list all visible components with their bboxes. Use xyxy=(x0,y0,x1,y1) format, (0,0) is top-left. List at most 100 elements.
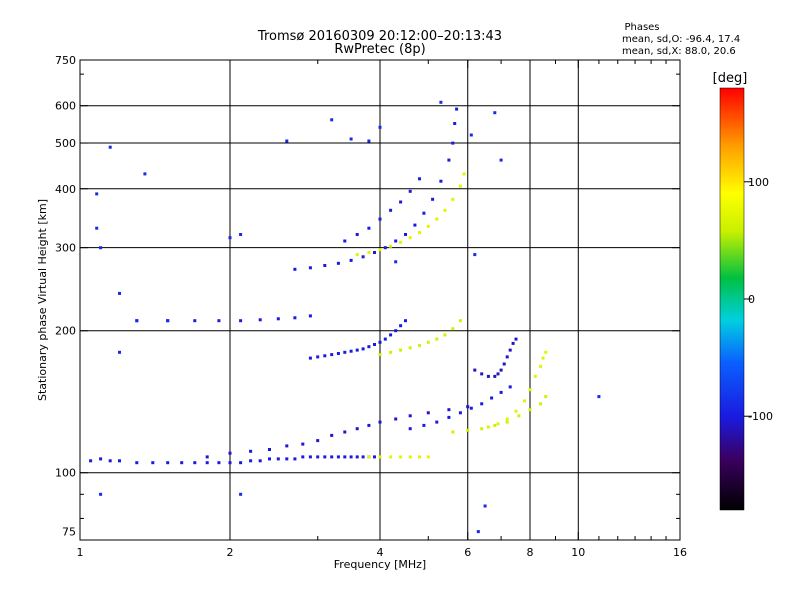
echo-point xyxy=(458,319,462,323)
echo-point xyxy=(349,258,353,262)
echo-point xyxy=(480,402,484,406)
phase-info-o-mode: mean, sd,O: -96.4, 17.4 xyxy=(622,34,740,45)
echo-point xyxy=(394,417,398,421)
y-tick-label: 600 xyxy=(55,100,76,113)
echo-point xyxy=(435,420,439,424)
echo-point xyxy=(355,233,359,236)
chart-title: Tromsø 20160309 20:12:00–20:13:43 xyxy=(257,29,502,44)
echo-point xyxy=(389,208,393,212)
echo-point xyxy=(539,402,543,406)
x-tick-label: 16 xyxy=(673,546,687,559)
echo-point xyxy=(523,399,526,403)
echo-point xyxy=(389,350,393,354)
echo-point xyxy=(378,217,382,221)
y-tick-label: 75 xyxy=(62,526,76,539)
echo-point xyxy=(343,239,347,243)
echo-point xyxy=(541,356,545,360)
echo-point xyxy=(228,451,232,455)
echo-point xyxy=(490,396,494,400)
echo-point xyxy=(367,226,371,230)
echo-point xyxy=(476,530,480,534)
echo-point xyxy=(330,353,334,357)
echo-point xyxy=(493,374,497,378)
echo-point xyxy=(316,355,320,359)
echo-point xyxy=(447,158,451,162)
echo-point xyxy=(514,337,518,341)
echo-point xyxy=(422,211,426,215)
colorbar-ticks: 100 0 -100 xyxy=(744,176,773,423)
echo-point xyxy=(373,343,376,346)
echo-point xyxy=(404,233,407,236)
echo-point xyxy=(462,172,466,176)
echo-point xyxy=(355,348,359,352)
colorbar-tick-label: -100 xyxy=(748,410,773,423)
echo-point xyxy=(205,461,209,465)
echo-point xyxy=(151,461,155,465)
echo-point xyxy=(205,455,209,459)
echo-point xyxy=(378,125,382,129)
x-axis-ticks: 1 2 4 6 8 10 16 xyxy=(77,60,687,559)
echo-point xyxy=(418,455,421,459)
echo-point xyxy=(473,253,477,257)
echo-point xyxy=(301,442,305,446)
echo-point xyxy=(330,455,334,459)
echo-point xyxy=(443,208,447,212)
echo-point xyxy=(426,224,430,228)
echo-point xyxy=(499,368,503,372)
echo-point xyxy=(466,405,470,409)
echo-point xyxy=(378,420,382,424)
y-axis-label: Stationary phase Virtual Height [km] xyxy=(36,199,49,401)
colorbar-tick-label: 100 xyxy=(748,176,769,189)
echo-point xyxy=(118,291,121,295)
echo-point xyxy=(316,439,320,443)
echo-point xyxy=(469,133,473,137)
echo-point xyxy=(447,408,451,412)
echo-point xyxy=(480,372,484,376)
echo-point xyxy=(399,240,403,244)
echo-point xyxy=(268,448,271,451)
y-tick-label: 100 xyxy=(55,467,76,480)
echo-point xyxy=(336,455,340,459)
y-tick-label: 500 xyxy=(55,137,76,150)
echo-point xyxy=(383,337,387,341)
echo-point xyxy=(349,137,353,141)
echo-point xyxy=(499,390,503,394)
echo-point xyxy=(496,422,500,426)
echo-point xyxy=(528,408,532,412)
x-axis-label: Frequency [MHz] xyxy=(334,558,426,571)
phase-info-heading: Phases xyxy=(624,22,659,33)
echo-point xyxy=(268,457,271,461)
echo-point xyxy=(367,139,371,143)
echo-point xyxy=(544,395,548,399)
echo-point xyxy=(95,226,99,230)
echo-point xyxy=(508,385,512,389)
echo-point xyxy=(276,317,280,321)
echo-point xyxy=(239,492,243,496)
echo-point xyxy=(249,459,253,463)
echo-point xyxy=(361,255,365,259)
echo-point xyxy=(323,354,327,358)
echo-point xyxy=(118,350,121,354)
echo-point xyxy=(193,461,197,465)
phase-info-x-mode: mean, sd,X: 88.0, 20.6 xyxy=(622,46,736,57)
colorbar-tick-label: 0 xyxy=(748,293,755,306)
echo-point xyxy=(293,267,297,271)
echo-point xyxy=(408,236,412,240)
echo-point xyxy=(349,349,353,353)
echo-point xyxy=(367,251,371,254)
echo-point xyxy=(293,316,297,320)
echo-point xyxy=(217,319,221,323)
x-tick-label: 2 xyxy=(227,546,234,559)
echo-point xyxy=(239,319,243,323)
x-tick-label: 6 xyxy=(464,546,471,559)
echo-point xyxy=(193,319,197,323)
echo-point xyxy=(367,423,371,427)
echo-point xyxy=(439,100,443,104)
echo-point xyxy=(228,236,232,240)
echo-point xyxy=(394,329,398,333)
colorbar-label: [deg] xyxy=(713,71,748,86)
echo-point xyxy=(135,461,139,465)
echo-point xyxy=(422,423,426,427)
echo-point xyxy=(308,314,312,318)
